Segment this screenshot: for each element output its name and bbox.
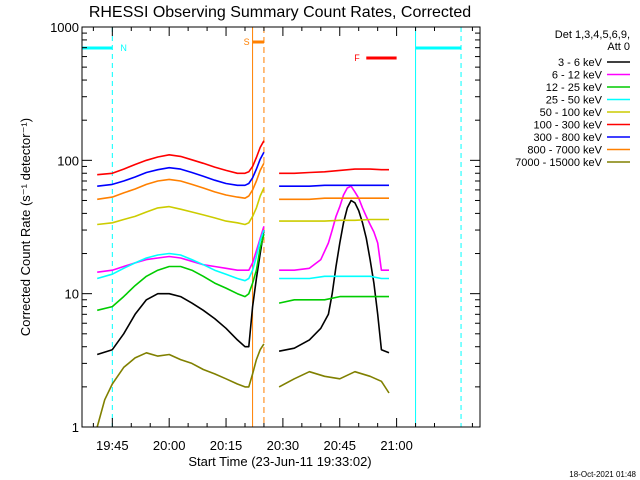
chart-title: RHESSI Observing Summary Count Rates, Co… bbox=[89, 4, 471, 21]
series-line bbox=[96, 343, 390, 428]
x-tick-label: 19:45 bbox=[96, 438, 129, 453]
series-line bbox=[97, 187, 389, 226]
series-line bbox=[96, 199, 390, 356]
y-axis-label: Corrected Count Rate (s⁻¹ detector⁻¹) bbox=[18, 118, 33, 336]
y-tick-label: 1 bbox=[72, 420, 79, 435]
flare-label: F bbox=[354, 53, 360, 63]
series-line bbox=[96, 229, 389, 282]
x-tick-label: 20:00 bbox=[153, 438, 186, 453]
axes-layer: 19:45 20:00 20:15 20:30 20:45 21:00 1 10 100 1000 bbox=[50, 20, 480, 453]
series-layer bbox=[96, 140, 390, 428]
x-tick-label: 20:45 bbox=[323, 438, 356, 453]
timestamp: 18-Oct-2021 01:48 bbox=[569, 470, 636, 479]
y-tick-label: 100 bbox=[57, 153, 79, 168]
plot-frame bbox=[81, 26, 481, 428]
series-line bbox=[97, 162, 389, 201]
legend-label: 12 - 25 keV bbox=[546, 82, 603, 94]
x-tick-label: 20:15 bbox=[210, 438, 243, 453]
legend-label: 6 - 12 keV bbox=[552, 70, 603, 82]
night-label: N bbox=[120, 43, 127, 53]
series-line bbox=[97, 185, 389, 273]
x-axis-label: Start Time (23-Jun-11 19:33:02) bbox=[188, 454, 371, 469]
x-tick-label: 20:30 bbox=[267, 438, 300, 453]
saa-label: S bbox=[244, 37, 250, 47]
legend-label: 50 - 100 keV bbox=[540, 107, 603, 119]
legend-label: 300 - 800 keV bbox=[534, 132, 603, 144]
legend-label: 800 - 7000 keV bbox=[527, 145, 602, 157]
y-tick-label: 1000 bbox=[50, 20, 79, 35]
series-line bbox=[97, 140, 389, 176]
legend-label: 25 - 50 keV bbox=[546, 95, 603, 107]
annotation-layer: N S F bbox=[81, 27, 462, 427]
series-line bbox=[97, 151, 389, 187]
series-line bbox=[97, 233, 389, 312]
legend-label: 100 - 300 keV bbox=[534, 120, 603, 132]
legend-label: 3 - 6 keV bbox=[558, 57, 603, 69]
legend-header: Att 0 bbox=[607, 41, 630, 53]
legend-header: Det 1,3,4,5,6,9, bbox=[555, 29, 630, 41]
x-tick-label: 21:00 bbox=[380, 438, 413, 453]
legend-label: 7000 - 15000 keV bbox=[515, 157, 603, 169]
y-tick-label: 10 bbox=[65, 287, 79, 302]
